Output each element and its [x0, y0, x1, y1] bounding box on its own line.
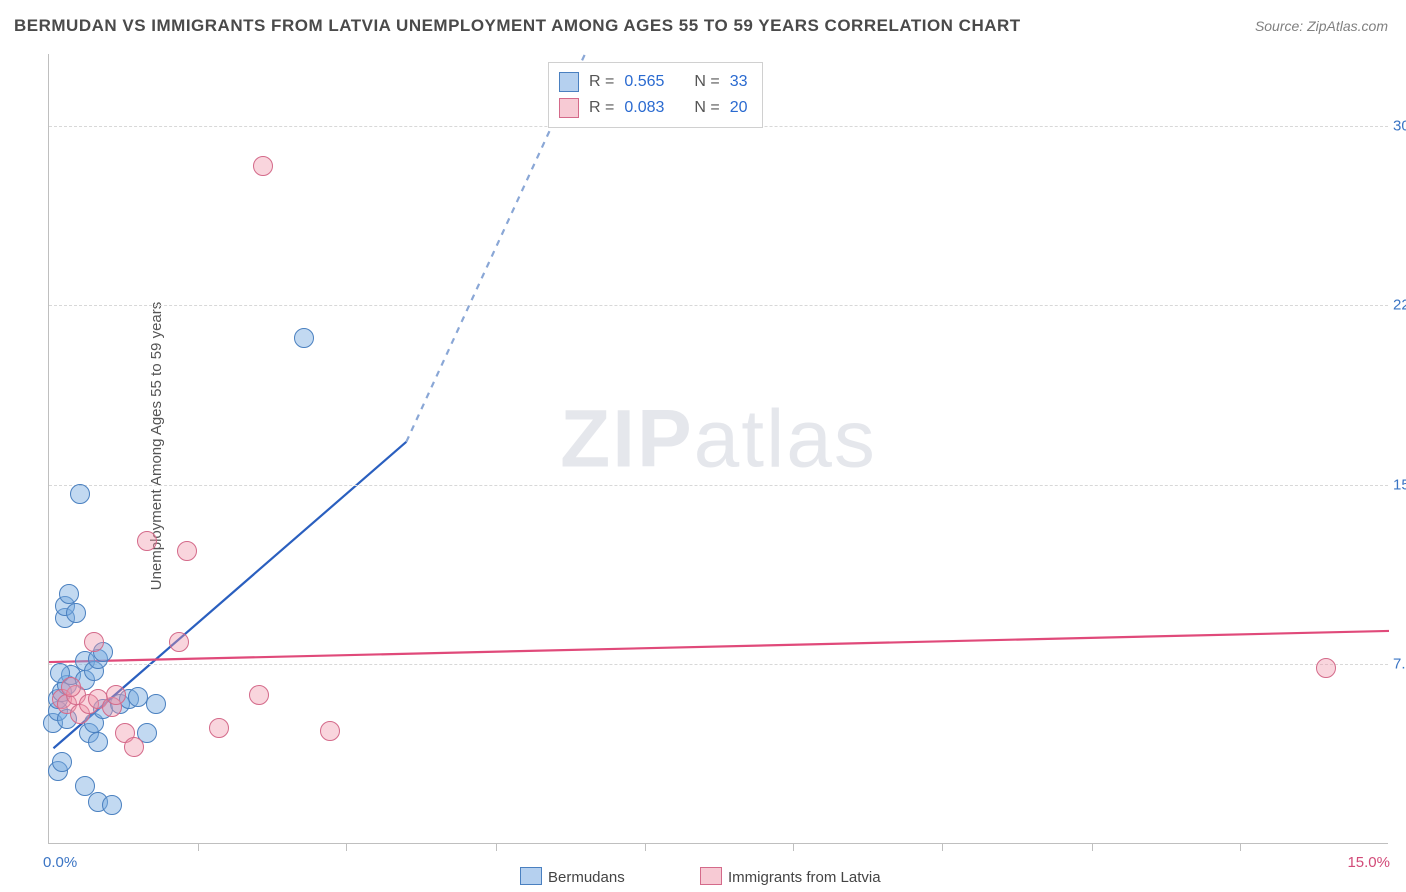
- data-point: [84, 632, 104, 652]
- data-point: [294, 328, 314, 348]
- data-point: [102, 795, 122, 815]
- x-tick: [942, 843, 943, 851]
- legend-swatch: [559, 98, 579, 118]
- x-tick: [1240, 843, 1241, 851]
- scatter-plot: ZIPatlas 7.5%15.0%22.5%30.0%0.0%15.0%: [48, 54, 1388, 844]
- y-tick-label: 22.5%: [1393, 297, 1406, 314]
- x-tick: [793, 843, 794, 851]
- data-point: [88, 732, 108, 752]
- x-tick: [1092, 843, 1093, 851]
- stats-row: R = 0.083 N = 20: [559, 95, 748, 121]
- data-point: [124, 737, 144, 757]
- data-point: [320, 721, 340, 741]
- data-point: [52, 752, 72, 772]
- r-value: 0.565: [624, 69, 664, 95]
- legend-item: Bermudans: [520, 867, 625, 886]
- data-point: [66, 603, 86, 623]
- stats-row: R = 0.565 N = 33: [559, 69, 748, 95]
- legend-swatch: [559, 72, 579, 92]
- y-tick-label: 7.5%: [1393, 656, 1406, 673]
- data-point: [253, 156, 273, 176]
- legend-swatch: [700, 867, 722, 885]
- x-tick: [645, 843, 646, 851]
- data-point: [146, 694, 166, 714]
- legend-item: Immigrants from Latvia: [700, 867, 881, 886]
- correlation-stats-box: R = 0.565 N = 33 R = 0.083 N = 20: [548, 62, 763, 128]
- x-max-label: 15.0%: [1347, 854, 1390, 871]
- trend-lines: [49, 54, 1389, 844]
- data-point: [59, 584, 79, 604]
- n-label: N =: [694, 95, 719, 121]
- chart-title: BERMUDAN VS IMMIGRANTS FROM LATVIA UNEMP…: [14, 16, 1021, 36]
- n-value: 33: [730, 69, 748, 95]
- r-label: R =: [589, 69, 614, 95]
- data-point: [106, 685, 126, 705]
- r-label: R =: [589, 95, 614, 121]
- data-point: [75, 776, 95, 796]
- x-tick: [198, 843, 199, 851]
- r-value: 0.083: [624, 95, 664, 121]
- y-tick-label: 30.0%: [1393, 117, 1406, 134]
- data-point: [70, 484, 90, 504]
- source-label: Source: ZipAtlas.com: [1255, 18, 1388, 34]
- data-point: [1316, 658, 1336, 678]
- data-point: [209, 718, 229, 738]
- data-point: [249, 685, 269, 705]
- data-point: [177, 541, 197, 561]
- legend-swatch: [520, 867, 542, 885]
- y-tick-label: 15.0%: [1393, 476, 1406, 493]
- gridline: [49, 485, 1388, 486]
- n-label: N =: [694, 69, 719, 95]
- x-origin-label: 0.0%: [43, 854, 77, 871]
- legend-label: Immigrants from Latvia: [728, 869, 881, 886]
- data-point: [137, 531, 157, 551]
- gridline: [49, 305, 1388, 306]
- n-value: 20: [730, 95, 748, 121]
- legend-label: Bermudans: [548, 869, 625, 886]
- gridline: [49, 664, 1388, 665]
- data-point: [169, 632, 189, 652]
- x-tick: [346, 843, 347, 851]
- data-point: [61, 677, 81, 697]
- x-tick: [496, 843, 497, 851]
